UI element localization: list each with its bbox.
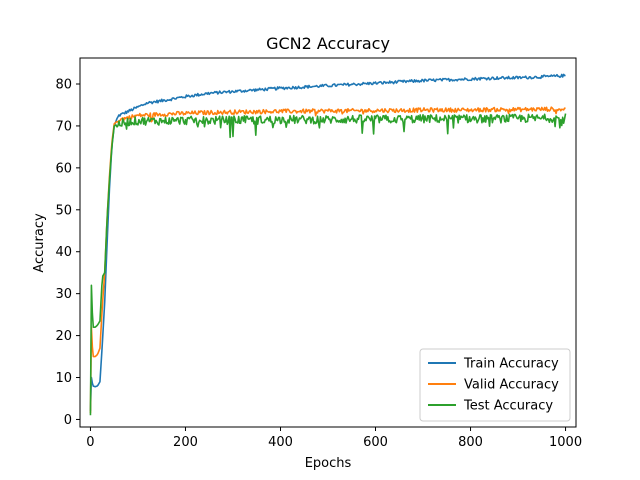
- x-axis-label: Epochs: [305, 456, 352, 471]
- axes: 0 200 400 600 800 1000 0 10 20 30 40 50 60 70 80: [55, 57, 582, 450]
- y-tick-label: 30: [55, 287, 72, 302]
- legend: Train Accuracy Valid Accuracy Test Accurac…: [419, 348, 571, 422]
- legend-label: Train Accuracy: [463, 357, 559, 372]
- y-tick-label: 10: [55, 371, 72, 386]
- y-axis-label: Accuracy: [32, 213, 47, 273]
- legend-label: Test Accuracy: [463, 399, 553, 414]
- legend-label: Valid Accuracy: [464, 378, 559, 393]
- y-tick-label: 0: [64, 413, 72, 428]
- series-line-test-accuracy: [89, 113, 567, 416]
- series-line-valid-accuracy: [89, 106, 566, 414]
- y-tick-label: 40: [55, 245, 72, 260]
- y-tick-label: 80: [55, 77, 72, 92]
- y-tick-label: 60: [55, 161, 72, 176]
- legend-box: [419, 348, 571, 422]
- y-tick-label: 50: [55, 203, 72, 218]
- x-tick-label: 400: [268, 435, 293, 450]
- series-line-train-accuracy: [89, 73, 566, 412]
- x-tick-label: 1000: [549, 435, 582, 450]
- chart-title: GCN2 Accuracy: [266, 34, 390, 53]
- x-tick-label: 0: [86, 435, 94, 450]
- x-tick-label: 200: [173, 435, 198, 450]
- plot-area: [89, 73, 567, 416]
- x-tick-label: 600: [363, 435, 388, 450]
- axes-frame: [79, 57, 577, 428]
- y-tick-label: 20: [55, 329, 72, 344]
- y-tick-label: 70: [55, 119, 72, 134]
- x-tick-label: 800: [458, 435, 483, 450]
